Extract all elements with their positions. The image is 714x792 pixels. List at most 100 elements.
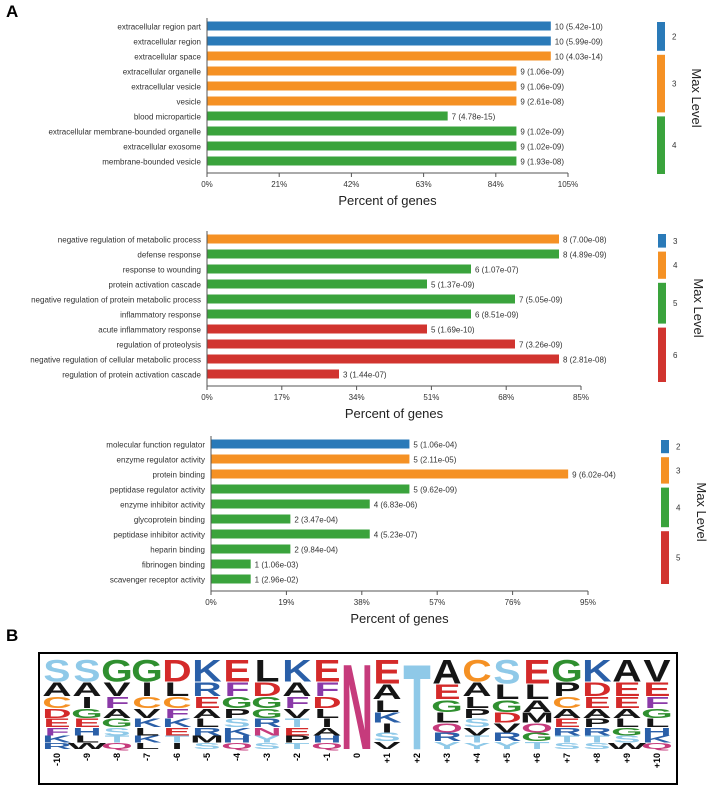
logo-letter: K	[642, 734, 672, 745]
logo-letter: T	[465, 734, 490, 745]
logo-letter: N	[252, 726, 281, 738]
category-label: protein binding	[153, 471, 205, 480]
category-label: protein activation cascade	[109, 281, 202, 290]
logo-letter: L	[465, 694, 490, 712]
logo-letter: H	[642, 726, 671, 738]
logo-letter: S	[463, 717, 490, 730]
logo-letter: S	[583, 741, 610, 751]
logo-letter: L	[375, 697, 400, 716]
logo-letter: Q	[101, 741, 133, 751]
logo-position-label: +5	[502, 753, 512, 763]
logo-letter: L	[135, 726, 160, 738]
category-label: membrane-bounded vesicle	[102, 158, 201, 167]
logo-letter: G	[551, 654, 583, 689]
panel-b-label: B	[6, 626, 19, 645]
logo-letter: D	[252, 679, 281, 701]
logo-position-label: -2	[292, 753, 302, 761]
logo-letter: E	[643, 679, 670, 701]
panel-a-label: A	[6, 2, 19, 21]
logo-position-label: +9	[622, 753, 632, 763]
logo-letter: R	[582, 726, 611, 738]
value-label: 5 (1.06e-04)	[413, 441, 457, 450]
logo-letter: G	[491, 697, 523, 716]
logo-letter: C	[462, 654, 491, 689]
bar	[207, 96, 517, 106]
x-axis-title: Percent of genes	[345, 406, 444, 421]
bar	[207, 324, 427, 334]
logo-letter: R	[192, 679, 221, 701]
bar	[211, 514, 291, 524]
value-label: 6 (1.07e-07)	[475, 266, 519, 275]
logo-letter: Q	[521, 721, 553, 735]
bar	[211, 529, 370, 539]
legend-level-label: 3	[673, 237, 678, 246]
value-label: 8 (7.00e-08)	[563, 236, 607, 245]
category-label: peptidase inhibitor activity	[113, 531, 205, 540]
value-label: 7 (3.26e-09)	[519, 341, 563, 350]
logo-letter: M	[520, 710, 554, 726]
logo-letter: G	[131, 654, 163, 689]
logo-letter: V	[493, 721, 520, 735]
x-tick-label: 84%	[488, 180, 504, 189]
logo-letter: E	[613, 679, 640, 701]
logo-letter: G	[431, 697, 463, 716]
logo-letter: C	[162, 694, 191, 712]
logo-letter: T	[165, 734, 190, 745]
category-label: inflammatory response	[120, 311, 201, 320]
logo-letter: K	[372, 710, 401, 726]
logo-letter: V	[103, 679, 131, 701]
logo-letter: A	[462, 679, 491, 701]
category-label: extracellular space	[134, 53, 201, 62]
value-label: 10 (5.99e-09)	[555, 38, 603, 47]
logo-letter: E	[193, 694, 220, 712]
logo-letter: V	[133, 707, 160, 722]
category-label: negative regulation of protein metabolic…	[31, 296, 201, 305]
x-tick-label: 0%	[201, 180, 213, 189]
logo-letter: T	[585, 734, 610, 745]
x-tick-label: 68%	[498, 393, 514, 402]
logo-letter: D	[312, 694, 341, 712]
cellular-component-chart: extracellular region part 10 (5.42e-10) ex…	[48, 18, 704, 208]
logo-letter: T	[285, 741, 310, 751]
logo-letter: K	[282, 654, 311, 689]
category-label: defense response	[137, 251, 201, 260]
logo-letter: R	[492, 731, 522, 744]
logo-letter: Y	[433, 740, 460, 752]
logo-letter: P	[283, 734, 310, 745]
logo-letter: V	[373, 740, 400, 752]
value-label: 10 (5.42e-10)	[555, 23, 603, 32]
category-label: peptidase regulator activity	[110, 486, 205, 495]
bar	[211, 439, 410, 449]
value-label: 8 (4.89e-09)	[563, 251, 607, 260]
logo-letter: A	[552, 707, 582, 722]
logo-letter: G	[101, 717, 133, 730]
logo-letter: L	[435, 710, 460, 726]
logo-column: N	[341, 654, 374, 776]
value-label: 5 (9.62e-09)	[413, 486, 457, 495]
logo-letter: A	[42, 679, 71, 701]
logo-position-label: +6	[532, 753, 542, 763]
logo-letter: D	[582, 679, 611, 701]
logo-letter: W	[68, 741, 107, 751]
logo-letter: P	[553, 679, 580, 701]
legend-level-label: 5	[673, 299, 678, 308]
logo-letter: S	[103, 726, 130, 738]
bar	[207, 339, 515, 349]
logo-letter: S	[253, 741, 280, 751]
value-label: 9 (1.02e-09)	[520, 128, 564, 137]
category-label: enzyme inhibitor activity	[120, 501, 205, 510]
logo-letter: E	[283, 726, 310, 738]
category-label: negative regulation of cellular metaboli…	[30, 356, 201, 365]
legend-level-label: 3	[672, 80, 677, 89]
logo-letter: T	[555, 734, 580, 745]
x-tick-label: 21%	[271, 180, 287, 189]
logo-position-label: -9	[82, 753, 92, 761]
category-label: negative regulation of metabolic process	[58, 236, 201, 245]
